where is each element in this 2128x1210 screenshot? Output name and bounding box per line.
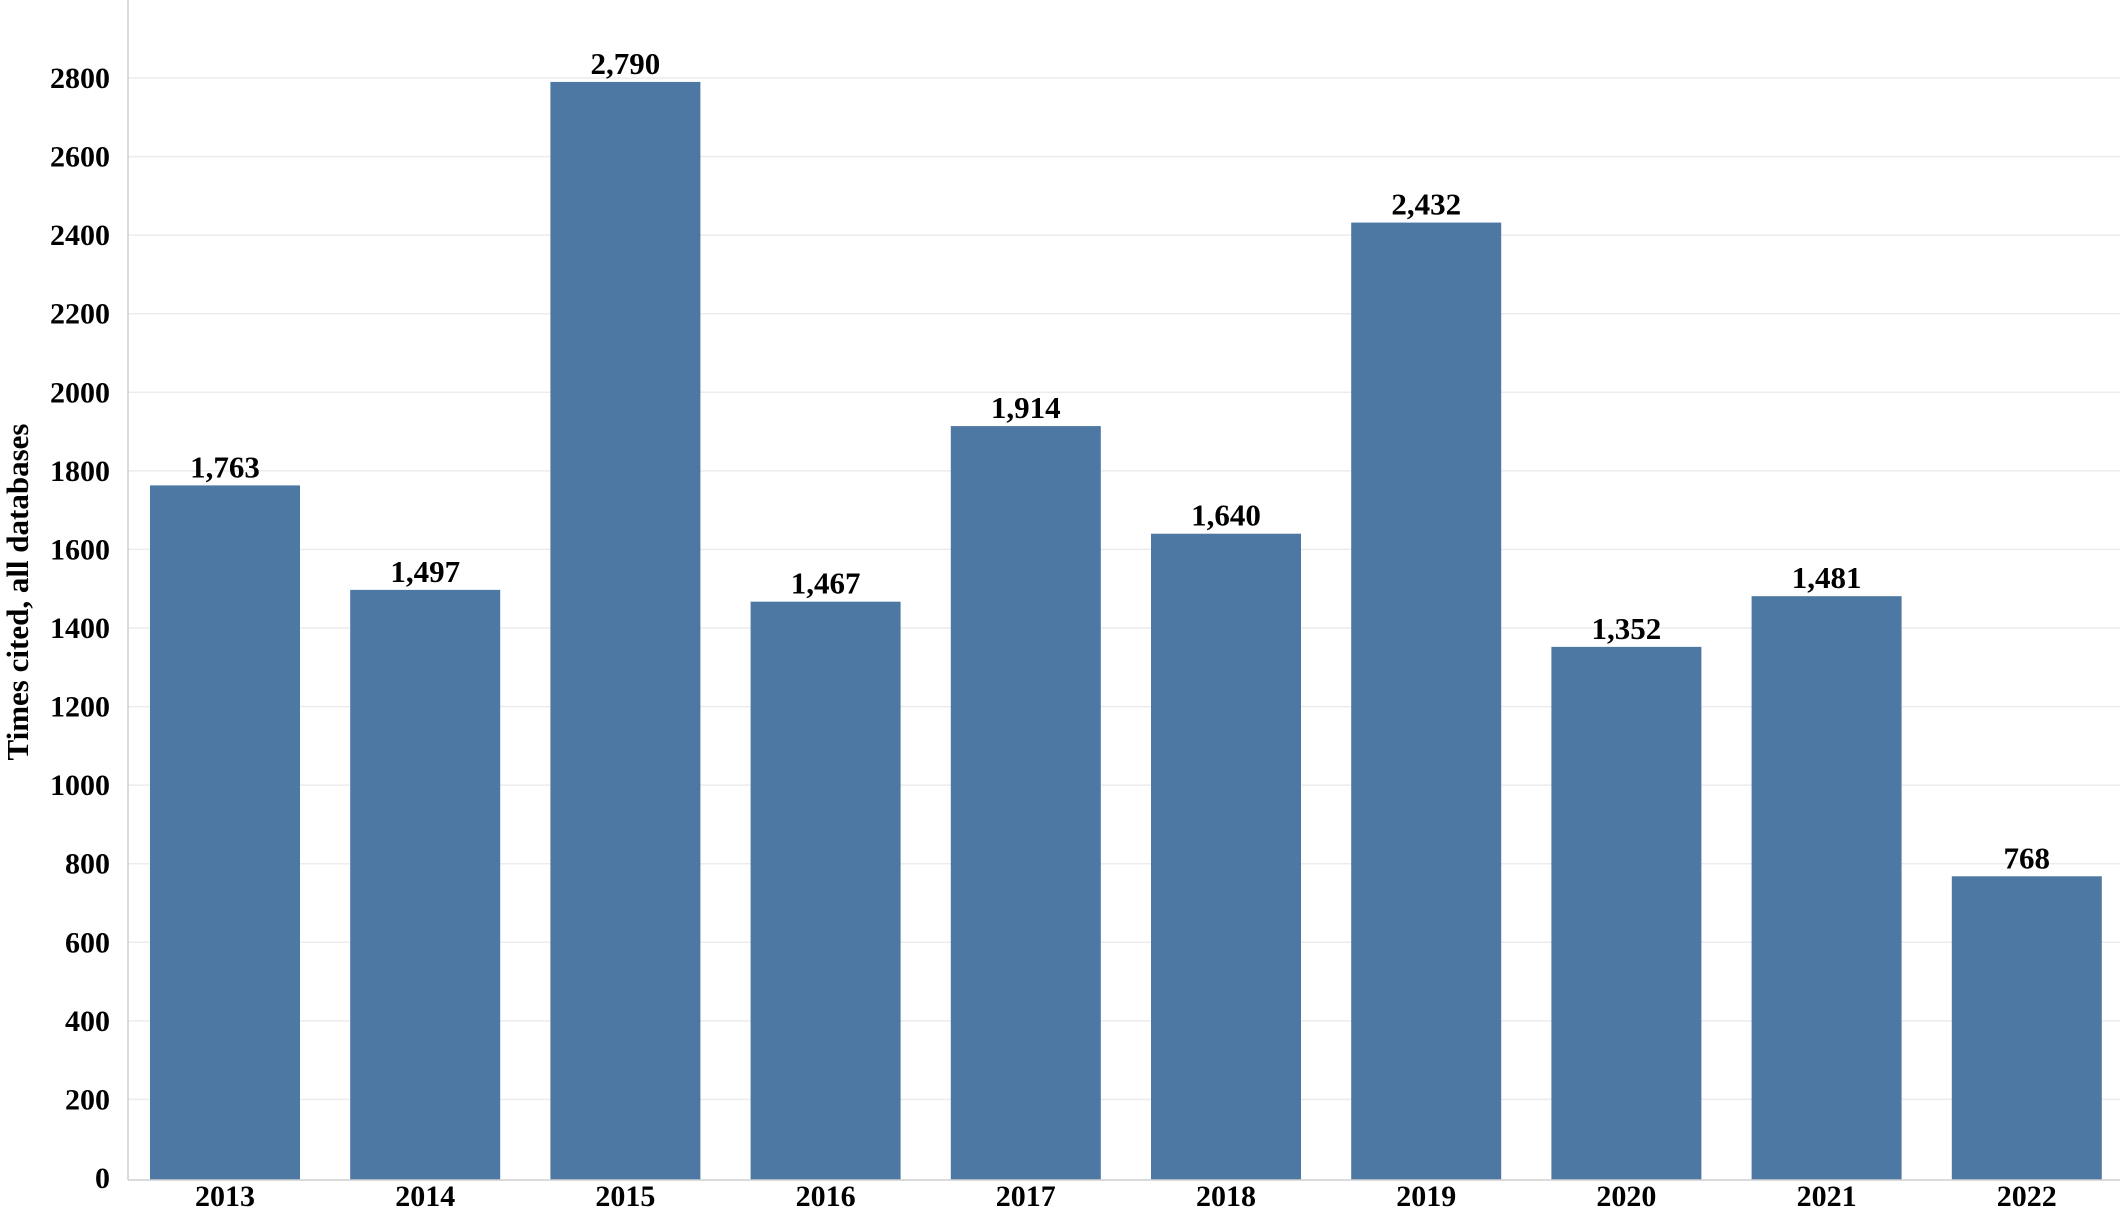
x-tick-label-2018: 2018	[1196, 1180, 1256, 1210]
y-tick-label: 2600	[50, 141, 110, 174]
x-tick-label-2017: 2017	[996, 1180, 1056, 1210]
bar-2019	[1351, 222, 1502, 1181]
y-tick-label: 800	[65, 848, 110, 881]
bar-2017	[950, 426, 1101, 1181]
y-tick-label: 1200	[50, 691, 110, 724]
data-labels: 1,763 1,497 2,790 1,467 1,914 1,640 2,432 1,352…	[190, 46, 2050, 875]
bar-2013	[150, 485, 300, 1181]
x-tick-label-2021: 2021	[1797, 1180, 1857, 1210]
x-tick-label-2016: 2016	[796, 1180, 856, 1210]
bars	[150, 81, 2102, 1181]
y-tick-label: 2400	[50, 219, 110, 252]
x-tick-label-2015: 2015	[595, 1180, 655, 1210]
data-label-2022: 768	[2004, 840, 2051, 875]
x-tick-label-2014: 2014	[395, 1180, 455, 1210]
bar-2016	[750, 601, 901, 1180]
y-tick-label: 2000	[50, 376, 110, 409]
y-tick-label: 400	[65, 1005, 110, 1038]
data-label-2019: 2,432	[1391, 187, 1461, 222]
y-tick-label: 2200	[50, 298, 110, 331]
data-label-2021: 1,481	[1792, 560, 1862, 595]
axes: 0 200 400 600 800 1000 1200 1400 1600 1800 2000 220…	[50, 0, 2120, 1210]
y-tick-label: 0	[95, 1162, 110, 1195]
data-label-2013: 1,763	[190, 449, 260, 484]
data-label-2020: 1,352	[1592, 611, 1662, 646]
data-label-2016: 1,467	[791, 566, 861, 601]
y-tick-label: 1600	[50, 533, 110, 566]
y-tick-label: 1800	[50, 455, 110, 488]
bar-2021	[1751, 596, 1902, 1180]
y-tick-label: 600	[65, 926, 110, 959]
data-label-2014: 1,497	[390, 554, 460, 589]
bar-2015	[550, 81, 701, 1180]
y-tick-label: 200	[65, 1083, 110, 1116]
data-label-2015: 2,790	[591, 46, 661, 81]
x-tick-label-2013: 2013	[195, 1180, 255, 1210]
x-tick-label-2022: 2022	[1997, 1180, 2057, 1210]
bar-2014	[350, 589, 501, 1180]
bar-2020	[1551, 646, 1702, 1180]
y-tick-label: 2800	[50, 62, 110, 95]
y-tick-label: 1400	[50, 612, 110, 645]
x-tick-label-2019: 2019	[1396, 1180, 1456, 1210]
y-axis-title: Times cited, all databases	[0, 423, 35, 761]
y-tick-label: 1000	[50, 769, 110, 802]
x-tick-label-2020: 2020	[1596, 1180, 1656, 1210]
bar-2018	[1151, 533, 1301, 1180]
data-label-2017: 1,914	[991, 390, 1061, 425]
data-label-2018: 1,640	[1191, 498, 1261, 533]
bar-2022	[1951, 876, 2102, 1180]
